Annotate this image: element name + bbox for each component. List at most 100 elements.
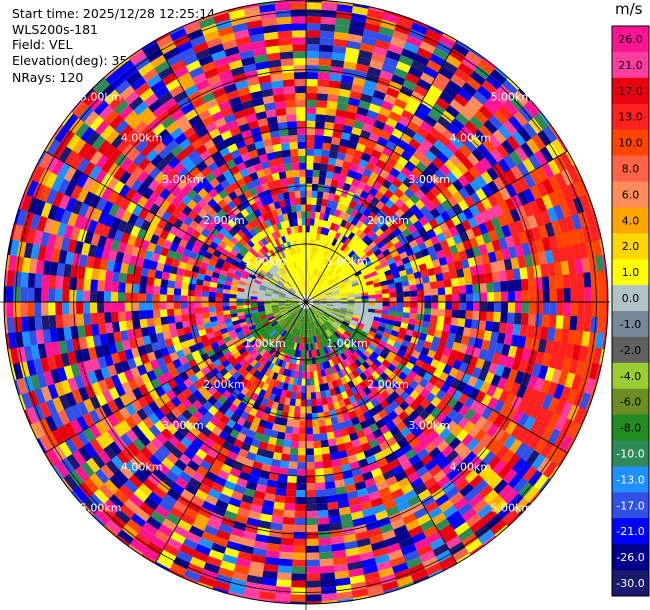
range-gate — [319, 306, 326, 310]
range-gate — [325, 277, 332, 284]
range-gate — [442, 364, 453, 376]
range-gate — [465, 513, 482, 528]
range-gate — [472, 498, 488, 514]
range-gate — [426, 349, 437, 359]
range-gate — [283, 432, 293, 441]
range-gate — [398, 581, 415, 590]
range-gate — [82, 301, 91, 314]
range-gate — [423, 115, 438, 128]
range-gate — [312, 299, 320, 302]
range-gate — [318, 177, 326, 185]
range-gate — [538, 224, 549, 240]
range-gate — [572, 423, 582, 440]
range-gate — [518, 481, 534, 499]
range-gate — [306, 44, 320, 52]
range-gate — [324, 310, 332, 315]
range-gate — [512, 477, 529, 494]
range-gate — [330, 314, 337, 320]
range-gate — [453, 497, 469, 511]
range-gate — [360, 152, 372, 163]
range-gate — [343, 61, 358, 71]
range-gate — [484, 320, 494, 332]
range-gate — [486, 396, 499, 411]
range-gate — [281, 446, 291, 455]
range-gate — [340, 299, 348, 303]
range-gate — [458, 343, 468, 354]
range-gate — [306, 162, 314, 170]
range-gate — [322, 284, 329, 290]
range-gate — [317, 523, 330, 532]
range-gate — [20, 271, 29, 288]
range-gate — [456, 381, 468, 393]
range-gate — [368, 298, 376, 303]
range-gate — [496, 260, 506, 272]
range-gate — [340, 368, 348, 377]
range-gate — [492, 387, 504, 401]
range-gate — [383, 367, 393, 377]
range-gate — [441, 561, 457, 572]
range-gate — [359, 372, 368, 381]
range-gate — [316, 310, 323, 316]
range-gate — [324, 330, 331, 338]
range-gate — [306, 211, 311, 219]
range-gate — [464, 469, 479, 484]
range-gate — [336, 598, 354, 603]
range-gate — [315, 286, 321, 293]
range-gate — [542, 178, 555, 195]
range-gate — [306, 113, 317, 122]
range-gate — [328, 335, 335, 343]
range-gate — [305, 378, 311, 386]
range-gate — [305, 524, 318, 533]
range-gate — [297, 378, 302, 386]
range-gate — [331, 201, 339, 210]
range-gate — [439, 164, 452, 177]
range-gate — [351, 282, 360, 287]
range-gate — [363, 273, 372, 280]
range-gate — [525, 138, 541, 155]
range-gate — [359, 420, 370, 430]
range-gate — [355, 348, 363, 357]
range-gate — [351, 265, 359, 272]
range-gate — [456, 268, 465, 279]
range-gate — [571, 344, 582, 361]
range-gate — [452, 400, 464, 413]
range-gate — [319, 298, 327, 301]
range-gate — [276, 572, 292, 581]
range-gate — [424, 211, 435, 223]
range-gate — [387, 458, 401, 470]
range-gate — [528, 154, 542, 170]
range-gate — [322, 234, 328, 243]
range-gate — [346, 169, 357, 179]
range-gate — [332, 310, 340, 315]
range-gate — [48, 314, 57, 329]
range-gate — [351, 217, 360, 227]
range-gate — [117, 291, 126, 302]
range-gate — [319, 280, 325, 287]
range-gate — [553, 383, 565, 400]
range-gate — [436, 345, 446, 355]
range-gate — [403, 489, 418, 501]
range-gate — [300, 329, 304, 337]
range-gate — [312, 295, 319, 300]
range-gate — [508, 95, 524, 112]
range-gate — [535, 289, 543, 303]
range-gate — [343, 477, 355, 487]
range-gate — [434, 518, 451, 532]
range-gate — [531, 252, 541, 267]
range-gate — [354, 307, 362, 311]
range-gate — [446, 467, 460, 481]
range-gate — [305, 594, 322, 602]
range-gate — [338, 336, 346, 344]
range-gate — [573, 406, 586, 425]
range-gate — [539, 146, 554, 164]
range-gate — [403, 465, 417, 478]
range-gate — [390, 518, 406, 530]
range-gate — [500, 280, 508, 293]
range-gate — [359, 380, 368, 390]
range-gate — [374, 367, 384, 377]
range-gate — [290, 580, 306, 588]
range-gate — [445, 294, 453, 303]
range-gate — [318, 318, 324, 325]
range-gate — [597, 317, 606, 334]
range-gate — [320, 263, 326, 271]
